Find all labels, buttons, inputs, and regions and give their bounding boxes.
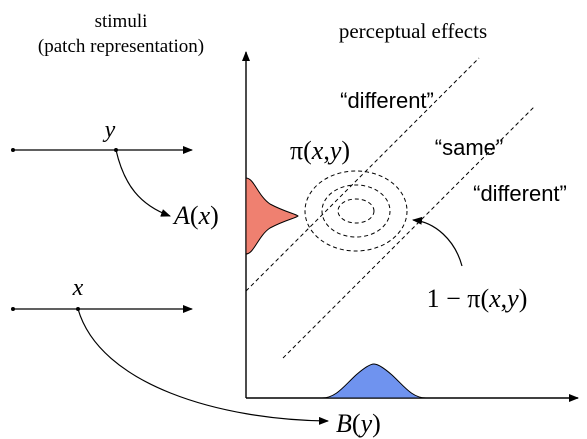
stimulus-x-start-dot (11, 307, 15, 311)
distribution-A (245, 177, 299, 255)
pi-label-comma: , (323, 136, 330, 165)
one-minus-pi-close: ) (519, 284, 528, 313)
mapping-arrow-x-to-B (77, 308, 329, 425)
one-minus-pi-one: 1 (427, 284, 440, 313)
mapping-arrow-y-to-A (115, 149, 171, 217)
stimulus-x-label: x (72, 275, 84, 301)
stimulus-y-label: y (103, 117, 116, 143)
pi-label-y: y (327, 136, 342, 165)
pi-label-pi: π (290, 136, 303, 165)
one-minus-pi-x: x (488, 284, 501, 313)
one-minus-pi-label: 1 − π(x,y) (427, 284, 528, 313)
one-minus-pi-minus: − (440, 284, 468, 313)
one-minus-pi-pi: π (467, 284, 480, 313)
axis-y-label-var: x (198, 201, 211, 230)
axis-x-label-var: y (358, 409, 373, 438)
one-minus-pi-open: ( (480, 284, 489, 313)
stimulus-y-start-dot (11, 148, 15, 152)
one-minus-pi-pointer (412, 216, 463, 267)
axis-y-label-close: ) (210, 201, 219, 230)
contour-inner (337, 198, 375, 224)
one-minus-pi-comma: , (501, 284, 508, 313)
pi-label-x: x (311, 136, 324, 165)
axis-x-label-close: ) (372, 409, 381, 438)
axis-x-label-name: B (336, 409, 352, 438)
axis-y-label-name: A (172, 201, 190, 230)
pi-region-core (320, 187, 358, 213)
axis-x-label-open: ( (352, 409, 361, 438)
label-same: “same” (435, 135, 503, 160)
pi-label-open: ( (303, 136, 312, 165)
boundary-lower (282, 105, 536, 359)
one-minus-pi-y: y (504, 284, 519, 313)
right-header: perceptual effects (339, 19, 487, 43)
left-header-line1: stimuli (95, 11, 148, 32)
axis-x-label: B(y) (336, 409, 381, 438)
contour-middle (321, 184, 391, 238)
label-different-right: “different” (473, 181, 567, 206)
axis-y-label-open: ( (190, 201, 199, 230)
axis-y-label: A(x) (172, 201, 219, 230)
contour-outer (304, 170, 408, 252)
distribution-B (321, 363, 427, 399)
left-header-line2: (patch representation) (38, 36, 204, 57)
pi-label-close: ) (341, 136, 350, 165)
pi-label: π(x,y) (290, 136, 350, 165)
label-different-top: “different” (340, 88, 434, 113)
boundary-upper (245, 57, 480, 292)
